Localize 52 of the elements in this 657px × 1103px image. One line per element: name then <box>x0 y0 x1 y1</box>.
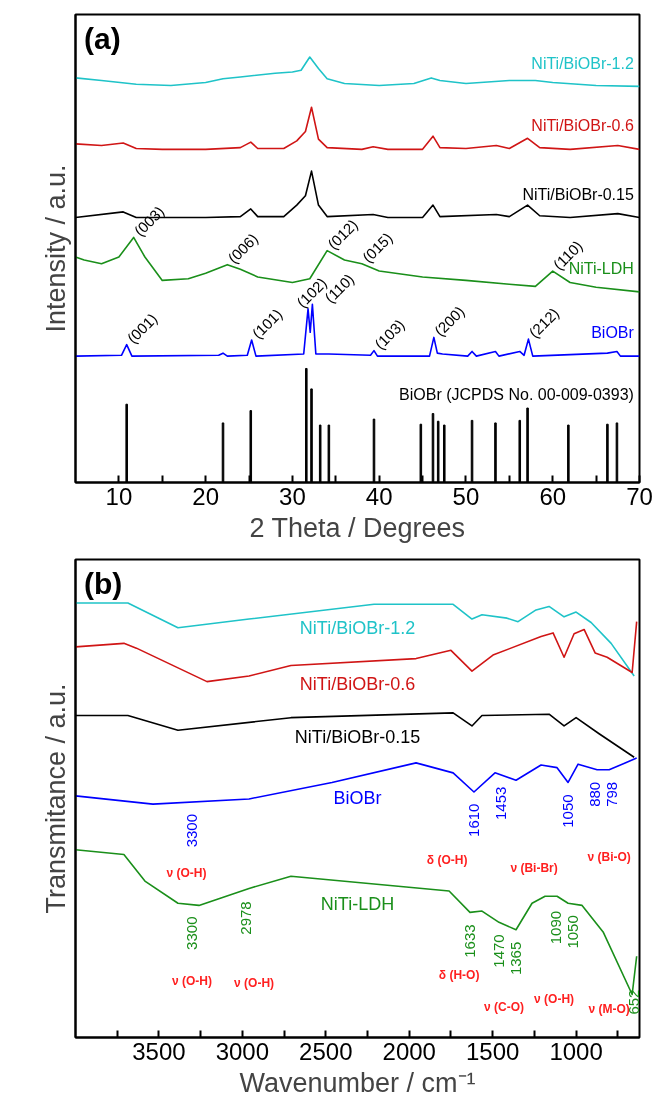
annotation: ν (M-O) <box>588 1002 630 1017</box>
annotation: ν (C-O) <box>484 1000 525 1015</box>
series-label: NiTi-LDH <box>320 894 395 915</box>
annotation: ν (Bi-O) <box>587 850 631 865</box>
series-label: BiOBr <box>333 788 382 809</box>
x-tick-label: 50 <box>452 482 480 510</box>
x-tick-label: 10 <box>105 482 133 510</box>
annotation: 3300 <box>183 916 201 950</box>
chart-title: (b) <box>83 566 123 600</box>
x-tick-label: 2500 <box>299 1037 353 1065</box>
annotation: 1050 <box>564 915 582 949</box>
x-tick-label: 3000 <box>215 1037 270 1065</box>
annotation: 1453 <box>491 786 509 820</box>
annotation: 1633 <box>460 924 478 958</box>
x-tick-label: 1000 <box>549 1037 603 1065</box>
y-axis-title: Transmitance / a.u. <box>40 683 71 914</box>
x-axis-title: Wavenumber / cm⁻¹ <box>239 1067 476 1098</box>
x-tick-label: 3500 <box>132 1037 186 1065</box>
annotation: δ (O-H) <box>426 852 468 867</box>
annotation: ν (O-H) <box>234 976 275 991</box>
annotation: 3300 <box>183 813 201 848</box>
series-label: NiTi/BiOBr-0.15 <box>294 727 421 748</box>
x-tick-label: 1500 <box>465 1037 520 1065</box>
annotation: ν (O-H) <box>534 992 575 1007</box>
x-axis-title: 2 Theta / Degrees <box>249 512 466 543</box>
series-label: BiOBr (JCPDS No. 00-009-0393) <box>399 385 634 403</box>
chart-title: (a) <box>83 21 121 55</box>
y-axis-title: Intensity / a.u. <box>40 164 71 333</box>
annotation: 1470 <box>489 934 507 968</box>
x-tick-label: 60 <box>539 482 567 510</box>
annotation: 1050 <box>559 794 577 828</box>
x-tick-label: 2000 <box>382 1037 436 1065</box>
series-label: NiTi/BiOBr-1.2 <box>531 54 634 72</box>
annotation: 880 <box>585 781 603 807</box>
annotation: 1090 <box>547 910 565 945</box>
x-tick-label: 30 <box>279 482 306 510</box>
series-label: NiTi/BiOBr-0.15 <box>522 185 634 203</box>
series-label: NiTi/BiOBr-1.2 <box>299 617 416 638</box>
series-label: BiOBr <box>591 324 635 342</box>
annotation: 798 <box>602 781 620 807</box>
annotation: ν (O-H) <box>171 974 212 989</box>
x-tick-label: 70 <box>626 482 653 510</box>
x-tick-label: 40 <box>365 482 393 510</box>
annotation: 1610 <box>465 803 483 837</box>
series-label: NiTi/BiOBr-0.6 <box>531 117 634 135</box>
annotation: δ (H-O) <box>438 968 480 983</box>
x-tick-label: 20 <box>192 482 220 510</box>
series-label: NiTi/BiOBr-0.6 <box>299 673 416 694</box>
annotation: ν (Bi-Br) <box>510 861 558 876</box>
annotation: 2978 <box>237 901 255 935</box>
annotation: 1365 <box>507 941 525 976</box>
annotation: ν (O-H) <box>166 865 207 880</box>
